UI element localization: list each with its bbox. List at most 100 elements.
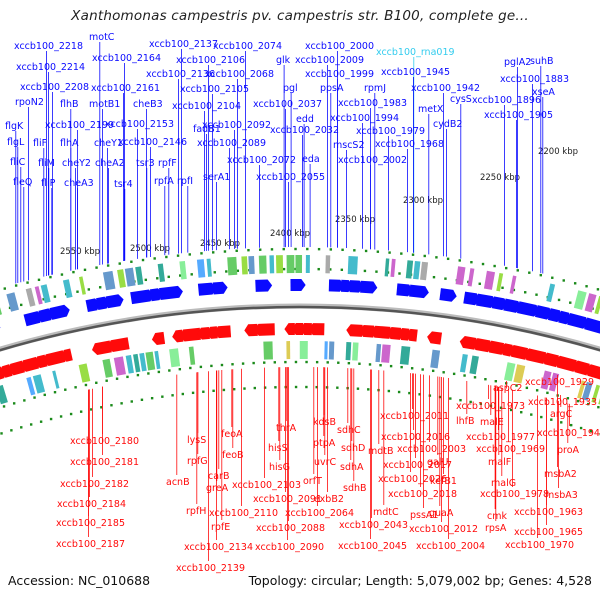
forward-gene-label[interactable]: xccb100_2092: [202, 120, 271, 131]
reverse-gene-label[interactable]: hisG: [269, 462, 290, 473]
reverse-gene-label[interactable]: xccb100_2088: [256, 523, 325, 534]
reverse-gene-label[interactable]: xccb100_2004: [416, 541, 485, 552]
forward-gene-label[interactable]: flhA: [60, 138, 79, 149]
reverse-gene-label[interactable]: orfT: [303, 476, 322, 487]
reverse-gene-label[interactable]: malE: [480, 417, 504, 428]
forward-gene-label[interactable]: tsr4: [114, 179, 133, 190]
forward-gene-label[interactable]: xseA: [532, 87, 555, 98]
forward-gene-label[interactable]: pglA2: [504, 57, 531, 68]
forward-gene-label[interactable]: xccb100_2106: [176, 55, 245, 66]
forward-gene-label[interactable]: xccb100_1883: [500, 74, 569, 85]
forward-gene-label[interactable]: xccb100_2009: [295, 55, 364, 66]
forward-gene-label[interactable]: xccb100_2000: [305, 41, 374, 52]
reverse-gene-label[interactable]: msbA3: [545, 490, 578, 501]
forward-gene-label[interactable]: cydB2: [433, 119, 462, 130]
forward-gene-label[interactable]: ppsA: [320, 83, 344, 94]
forward-gene-label[interactable]: xccb100_1945: [381, 67, 450, 78]
reverse-gene-label[interactable]: xccb100_1963: [514, 507, 583, 518]
forward-gene-label[interactable]: mscS2: [333, 140, 365, 151]
forward-gene-label[interactable]: xccb100_1994: [330, 113, 399, 124]
forward-gene-label[interactable]: rpoN2: [15, 97, 44, 108]
forward-gene-label[interactable]: xccb100_1942: [411, 83, 480, 94]
reverse-gene-label[interactable]: xccb100_2018: [388, 489, 457, 500]
forward-gene-label[interactable]: suhB: [530, 56, 554, 67]
forward-gene-label[interactable]: xccb100_2199: [45, 120, 114, 131]
reverse-gene-label[interactable]: xccb100_2134: [184, 542, 253, 553]
reverse-gene-label[interactable]: xccb100_1970: [505, 540, 574, 551]
reverse-gene-label[interactable]: proA: [557, 445, 580, 456]
forward-gene-label[interactable]: xccb100_2137: [149, 39, 218, 50]
reverse-gene-label[interactable]: sdhB: [343, 483, 367, 494]
forward-gene-label[interactable]: motB1: [89, 99, 120, 110]
forward-gene-label[interactable]: xccb100_2074: [213, 41, 282, 52]
reverse-gene-label[interactable]: xccb100_2090: [255, 542, 324, 553]
reverse-gene-label[interactable]: xccb100_2017: [383, 460, 452, 471]
reverse-gene-label[interactable]: lhfB: [456, 416, 475, 427]
forward-gene-label[interactable]: xccb100_2037: [253, 99, 322, 110]
forward-gene-label[interactable]: xccb100_2136: [146, 69, 215, 80]
forward-gene-label[interactable]: xccb100_2146: [118, 137, 187, 148]
reverse-gene-label[interactable]: xccb100_2012: [409, 524, 478, 535]
reverse-gene-label[interactable]: kefB1: [430, 476, 457, 487]
forward-gene-label[interactable]: xccb100_2214: [16, 62, 85, 73]
forward-gene-label[interactable]: flgL: [7, 137, 25, 148]
reverse-gene-label[interactable]: xccb100_2103: [232, 480, 301, 491]
reverse-gene-label[interactable]: thrA: [276, 423, 297, 434]
forward-gene-label[interactable]: xccb100_1983: [338, 98, 407, 109]
forward-gene-label[interactable]: fliC: [10, 157, 26, 168]
reverse-gene-label[interactable]: xccb100_2180: [70, 436, 139, 447]
reverse-gene-label[interactable]: xccb100_2185: [56, 518, 125, 529]
forward-gene-label[interactable]: xccb100_1979: [356, 126, 425, 137]
forward-gene-label[interactable]: glk: [276, 55, 291, 66]
forward-gene-label[interactable]: xccb100_2153: [105, 119, 174, 130]
forward-gene-label[interactable]: xccb100_2072: [227, 155, 296, 166]
reverse-gene-label[interactable]: malF: [488, 457, 511, 468]
forward-gene-label[interactable]: cheB3: [133, 99, 163, 110]
forward-gene-label[interactable]: xccb100_2089: [197, 138, 266, 149]
reverse-gene-label[interactable]: exbB2: [314, 494, 344, 505]
reverse-gene-label[interactable]: carB: [208, 471, 229, 482]
forward-gene-label[interactable]: xccb100_2055: [256, 172, 325, 183]
forward-gene-label[interactable]: xccb100_1896: [472, 95, 541, 106]
forward-gene-label[interactable]: eda: [302, 154, 320, 165]
reverse-gene-label[interactable]: sdhA: [340, 462, 364, 473]
reverse-gene-label[interactable]: cmk: [487, 511, 507, 522]
reverse-gene-label[interactable]: aspC2: [493, 383, 522, 394]
forward-gene-label[interactable]: xccb100_2068: [205, 69, 274, 80]
reverse-gene-label[interactable]: xccb100_2011: [380, 411, 449, 422]
forward-gene-label[interactable]: fadB1: [193, 124, 221, 135]
reverse-gene-label[interactable]: xccb100_1940: [537, 428, 600, 439]
reverse-gene-label[interactable]: sdhC: [337, 425, 361, 436]
reverse-gene-label[interactable]: xccb100_2026: [378, 474, 447, 485]
reverse-gene-label[interactable]: ptpA: [313, 438, 336, 449]
forward-gene-label[interactable]: metX: [418, 104, 444, 115]
reverse-gene-label[interactable]: mdtB: [368, 446, 394, 457]
forward-gene-label[interactable]: fliF: [33, 138, 47, 149]
reverse-gene-label[interactable]: pssA1: [410, 510, 438, 521]
reverse-gene-label[interactable]: galU: [427, 457, 448, 468]
forward-gene-label[interactable]: xccb100_1968: [375, 139, 444, 150]
reverse-gene-label[interactable]: malG: [491, 478, 516, 489]
forward-gene-label[interactable]: flhB: [60, 99, 79, 110]
forward-gene-label[interactable]: xccb100_2164: [92, 53, 161, 64]
reverse-gene-label[interactable]: rpfE: [211, 522, 230, 533]
forward-gene-label[interactable]: cheY2: [62, 158, 91, 169]
forward-gene-label[interactable]: serA1: [203, 172, 230, 183]
forward-gene-label[interactable]: rpfF: [158, 158, 177, 169]
reverse-gene-label[interactable]: acnB: [166, 477, 190, 488]
forward-gene-label[interactable]: fliP: [41, 178, 56, 189]
forward-gene-label[interactable]: xccb100_1999: [305, 69, 374, 80]
forward-gene-label[interactable]: xccb100_2161: [91, 83, 160, 94]
reverse-gene-label[interactable]: xccb100_2187: [56, 539, 125, 550]
reverse-gene-label[interactable]: rpfH: [186, 506, 206, 517]
forward-gene-label[interactable]: xccb100_2002: [338, 155, 407, 166]
reverse-gene-label[interactable]: xccb100_1929: [525, 377, 594, 388]
forward-gene-label[interactable]: xccb100_2032: [270, 125, 339, 136]
forward-gene-label[interactable]: xccb100_2104: [172, 101, 241, 112]
forward-gene-label[interactable]: xccb100_2218: [14, 41, 83, 52]
forward-gene-label[interactable]: xccb100_1905: [484, 110, 553, 121]
forward-gene-label[interactable]: cheA3: [64, 178, 94, 189]
forward-gene-label[interactable]: edd: [296, 114, 314, 125]
reverse-gene-label[interactable]: uvrC: [314, 457, 337, 468]
